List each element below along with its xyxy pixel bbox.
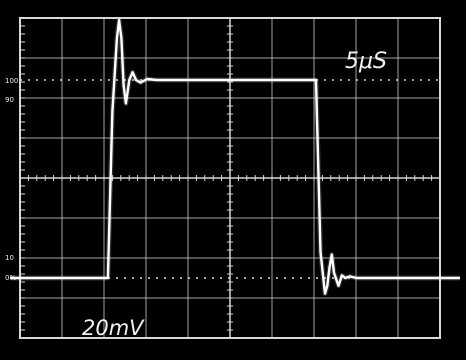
graticule [19,17,441,339]
waveform-path [10,18,460,295]
y-marker-label: 90 [5,96,14,104]
y-marker-label: 10 [5,254,14,262]
y-marker-label: 100 [5,77,18,85]
volts-per-div-label: 20mV [82,316,145,340]
waveform-trace [10,17,460,297]
timebase-label: 5μS [345,49,387,74]
waveform-glow [10,17,460,297]
